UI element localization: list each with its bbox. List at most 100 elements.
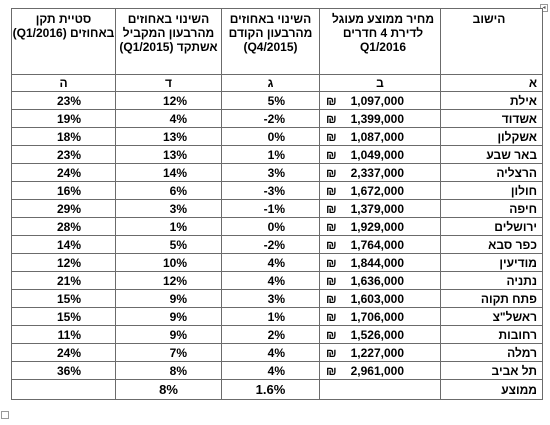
cell-change-qoq: -3% <box>221 181 320 200</box>
cell-price: ₪ 1,087,000 <box>319 127 441 146</box>
cell-city: הרצליה <box>440 163 543 182</box>
cell-rate: 12% <box>11 253 116 272</box>
cell-rate: 14% <box>11 235 116 254</box>
header-price: מחיר ממוצע מעוגל לדירת 4 חדרים Q1/2016 <box>319 8 441 75</box>
housing-prices-table: סטיית תקן באחוזים (Q1/2016) השינוי באחוז… <box>11 8 543 400</box>
shekel-icon: ₪ <box>326 165 337 180</box>
shekel-icon: ₪ <box>326 273 337 288</box>
shekel-icon: ₪ <box>326 345 337 360</box>
cell-city: אשקלון <box>440 127 543 146</box>
header-city: הישוב <box>440 8 543 75</box>
cell-change-yoy: 6% <box>115 181 222 200</box>
cell-rate: 11% <box>11 325 116 344</box>
header-change-qoq: השינוי באחוזים מהרבעון הקודם (Q4/2015) <box>221 8 320 75</box>
table-body: סטיית תקן באחוזים (Q1/2016) השינוי באחוז… <box>11 8 543 400</box>
cell-rate: 16% <box>11 181 116 200</box>
cell-change-qoq: 3% <box>221 289 320 308</box>
table-row: 21% 12% 4% ₪ 1,636,000 נתניה <box>11 271 543 290</box>
header-rate: סטיית תקן באחוזים (Q1/2016) <box>11 8 116 75</box>
cell-rate: 18% <box>11 127 116 146</box>
cell-rate: 29% <box>11 199 116 218</box>
price-value: 2,337,000 <box>350 165 404 180</box>
table-move-handle-icon[interactable] <box>1 411 9 419</box>
cell-rate: 15% <box>11 307 116 326</box>
cell-change-yoy: 13% <box>115 145 222 164</box>
average-yoy: 8% <box>115 379 222 400</box>
price-value: 1,227,000 <box>350 345 404 360</box>
cell-city: רמלה <box>440 343 543 362</box>
cell-rate: 19% <box>11 109 116 128</box>
price-value: 1,526,000 <box>350 327 404 342</box>
cell-change-yoy: 5% <box>115 235 222 254</box>
shekel-icon: ₪ <box>326 129 337 144</box>
shekel-icon: ₪ <box>326 255 337 270</box>
shekel-icon: ₪ <box>326 291 337 306</box>
cell-rate: 36% <box>11 361 116 380</box>
shekel-icon: ₪ <box>326 219 337 234</box>
shekel-icon: ₪ <box>326 111 337 126</box>
cell-change-yoy: 3% <box>115 199 222 218</box>
price-value: 1,706,000 <box>350 309 404 324</box>
table-row: 18% 13% 0% ₪ 1,087,000 אשקלון <box>11 127 543 146</box>
cell-change-yoy: 8% <box>115 361 222 380</box>
price-value: 1,636,000 <box>350 273 404 288</box>
shekel-icon: ₪ <box>326 201 337 216</box>
average-label: ממוצע <box>440 379 543 400</box>
cell-change-qoq: 1% <box>221 145 320 164</box>
cell-change-qoq: -2% <box>221 235 320 254</box>
shekel-icon: ₪ <box>326 327 337 342</box>
cell-city: תל אביב <box>440 361 543 380</box>
cell-change-qoq: 3% <box>221 163 320 182</box>
cell-change-yoy: 10% <box>115 253 222 272</box>
cell-price: ₪ 1,929,000 <box>319 217 441 236</box>
average-row: 8% 1.6% ממוצע <box>11 379 543 400</box>
cell-price: ₪ 2,337,000 <box>319 163 441 182</box>
cell-price: ₪ 1,049,000 <box>319 145 441 164</box>
header-row: סטיית תקן באחוזים (Q1/2016) השינוי באחוז… <box>11 8 543 75</box>
table-row: 23% 12% 5% ₪ 1,097,000 אילת <box>11 91 543 110</box>
table-row: 28% 1% 0% ₪ 1,929,000 ירושלים <box>11 217 543 236</box>
cell-change-yoy: 12% <box>115 271 222 290</box>
price-value: 2,961,000 <box>350 363 404 378</box>
cell-city: רחובות <box>440 325 543 344</box>
price-value: 1,049,000 <box>350 147 404 162</box>
cell-price: ₪ 1,636,000 <box>319 271 441 290</box>
letter-rate: ה <box>11 74 116 92</box>
shekel-icon: ₪ <box>326 93 337 108</box>
table-row: 24% 7% 4% ₪ 1,227,000 רמלה <box>11 343 543 362</box>
cell-price: ₪ 1,844,000 <box>319 253 441 272</box>
cell-city: חיפה <box>440 199 543 218</box>
table-row: 14% 5% -2% ₪ 1,764,000 כפר סבא <box>11 235 543 254</box>
cell-price: ₪ 1,526,000 <box>319 325 441 344</box>
cell-change-qoq: 1% <box>221 307 320 326</box>
table-row: 15% 9% 3% ₪ 1,603,000 פתח תקוה <box>11 289 543 308</box>
cell-price: ₪ 1,672,000 <box>319 181 441 200</box>
column-letters-row: ה ד ג ב א <box>11 74 543 92</box>
letter-city: א <box>440 74 543 92</box>
table-row: 19% 4% -2% ₪ 1,399,000 אשדוד <box>11 109 543 128</box>
price-value: 1,087,000 <box>350 129 404 144</box>
cell-city: חולון <box>440 181 543 200</box>
cell-rate: 24% <box>11 343 116 362</box>
cell-change-yoy: 14% <box>115 163 222 182</box>
cell-change-qoq: 4% <box>221 343 320 362</box>
cell-rate: 28% <box>11 217 116 236</box>
shekel-icon: ₪ <box>326 183 337 198</box>
average-qoq: 1.6% <box>221 379 320 400</box>
cell-city: מודיעין <box>440 253 543 272</box>
cell-city: פתח תקוה <box>440 289 543 308</box>
shekel-icon: ₪ <box>326 309 337 324</box>
cell-price: ₪ 1,399,000 <box>319 109 441 128</box>
cell-city: אשדוד <box>440 109 543 128</box>
cell-price: ₪ 1,227,000 <box>319 343 441 362</box>
cell-change-yoy: 9% <box>115 289 222 308</box>
price-value: 1,379,000 <box>350 201 404 216</box>
average-rate-cell <box>11 379 116 400</box>
cell-change-yoy: 1% <box>115 217 222 236</box>
cell-change-qoq: 0% <box>221 127 320 146</box>
cell-price: ₪ 1,764,000 <box>319 235 441 254</box>
cell-rate: 23% <box>11 145 116 164</box>
cell-change-qoq: 4% <box>221 361 320 380</box>
table-row: 23% 13% 1% ₪ 1,049,000 באר שבע <box>11 145 543 164</box>
shekel-icon: ₪ <box>326 363 337 378</box>
